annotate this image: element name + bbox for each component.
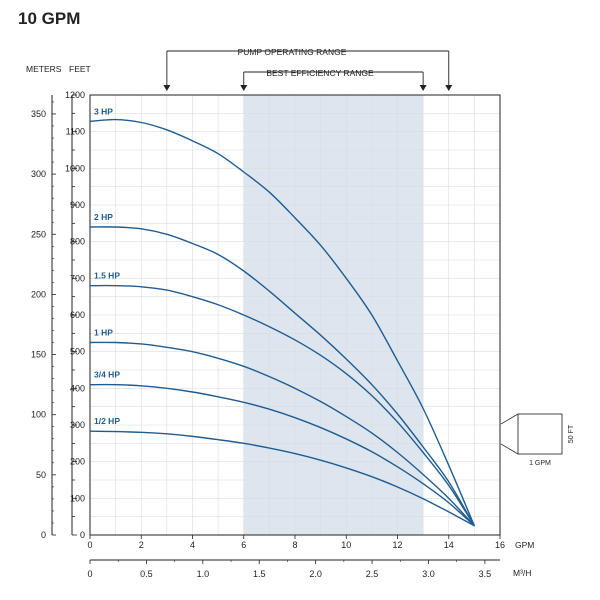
y-tick-label-feet: 400 xyxy=(70,383,85,393)
series-line-3-hp-hp xyxy=(89,118,476,527)
y-tick-label-feet: 600 xyxy=(70,310,85,320)
series-label-1-hp-hp: 1 HP xyxy=(94,328,113,338)
x-tick-label-m3h: 2.5 xyxy=(366,569,379,579)
y-tick-label-feet: 300 xyxy=(70,420,85,430)
m3h-unit-label: M³/H xyxy=(513,568,531,578)
unit-labels-bottom: GPM M³/H xyxy=(513,540,534,578)
series-line-2-hp-hp xyxy=(89,226,475,527)
y-tick-label-feet: 800 xyxy=(70,237,85,247)
operating-range-label: PUMP OPERATING RANGE xyxy=(238,47,347,57)
y-tick-label-feet: 100 xyxy=(70,493,85,503)
series-line-1-2-hp-hp xyxy=(89,430,475,527)
series-line-3-4-hp-hp xyxy=(89,383,475,527)
y-tick-label-feet: 500 xyxy=(70,347,85,357)
x-tick-label-m3h: 0 xyxy=(87,569,92,579)
feet-unit-label: FEET xyxy=(69,64,91,74)
axes-layer: 0100200300400500600700800900100011001200… xyxy=(31,90,505,579)
meters-unit-label: METERS xyxy=(26,64,62,74)
scale-box-connector-top xyxy=(500,413,519,425)
x-tick-label-m3h: 1.0 xyxy=(197,569,210,579)
x-tick-label-gpm: 6 xyxy=(241,540,246,550)
scale-box-connector-bottom xyxy=(500,443,519,455)
x-tick-label-gpm: 8 xyxy=(292,540,297,550)
scale-box: 1 GPM 50 FT xyxy=(500,413,575,467)
x-tick-label-m3h: 3.5 xyxy=(479,569,492,579)
gpm-unit-label: GPM xyxy=(515,540,534,550)
x-tick-label-m3h: 3.0 xyxy=(422,569,435,579)
series-line-1-5-hp-hp xyxy=(89,284,475,527)
y-tick-label-feet: 900 xyxy=(70,200,85,210)
y-tick-label-meters: 100 xyxy=(31,410,46,420)
operating-range-arrowhead xyxy=(445,85,453,91)
series-label-3-hp-hp: 3 HP xyxy=(94,106,113,116)
y-tick-label-meters: 250 xyxy=(31,229,46,239)
operating-range-arrowhead xyxy=(163,85,171,91)
x-tick-label-gpm: 14 xyxy=(444,540,454,550)
series-label-3-4-hp-hp: 3/4 HP xyxy=(94,370,120,380)
x-tick-label-m3h: 2.0 xyxy=(309,569,322,579)
y-tick-label-meters: 0 xyxy=(41,530,46,540)
y-tick-label-feet: 700 xyxy=(70,273,85,283)
y-tick-label-feet: 200 xyxy=(70,457,85,467)
efficiency-range-arrowhead xyxy=(419,85,427,91)
y-tick-label-meters: 50 xyxy=(36,470,46,480)
scale-box-rect xyxy=(517,413,563,455)
x-tick-label-gpm: 0 xyxy=(87,540,92,550)
y-tick-label-meters: 200 xyxy=(31,289,46,299)
series-layer: 3 HP 2 HP 1.5 HP 1 HP 3/4 HP 1/2 HP xyxy=(89,106,476,527)
series-label-1-5-hp-hp: 1.5 HP xyxy=(94,271,120,281)
series-label-1-2-hp-hp: 1/2 HP xyxy=(94,416,120,426)
x-tick-label-gpm: 4 xyxy=(190,540,195,550)
range-annotations: PUMP OPERATING RANGE BEST EFFICIENCY RAN… xyxy=(238,47,374,78)
grid-layer xyxy=(89,94,501,536)
efficiency-range-label: BEST EFFICIENCY RANGE xyxy=(266,68,374,78)
y-tick-label-feet: 0 xyxy=(80,530,85,540)
series-line-1-hp-hp xyxy=(89,341,475,527)
y-tick-label-meters: 150 xyxy=(31,350,46,360)
efficiency-range-arrowhead xyxy=(240,85,248,91)
y-tick-label-meters: 300 xyxy=(31,169,46,179)
series-label-2-hp-hp: 2 HP xyxy=(94,212,113,222)
x-tick-label-m3h: 0.5 xyxy=(140,569,153,579)
x-tick-label-gpm: 2 xyxy=(139,540,144,550)
range-arrows xyxy=(163,50,453,91)
x-tick-label-gpm: 10 xyxy=(341,540,351,550)
x-tick-label-gpm: 16 xyxy=(495,540,505,550)
y-tick-label-meters: 350 xyxy=(31,109,46,119)
x-tick-label-m3h: 1.5 xyxy=(253,569,266,579)
scale-box-flow-label: 1 GPM xyxy=(529,460,551,467)
x-tick-label-gpm: 12 xyxy=(392,540,402,550)
scale-box-head-label: 50 FT xyxy=(568,424,575,443)
chart-title: 10 GPM xyxy=(18,9,80,28)
